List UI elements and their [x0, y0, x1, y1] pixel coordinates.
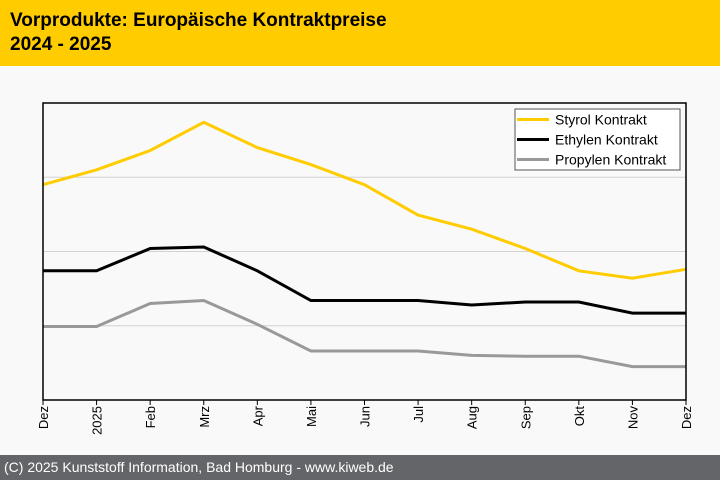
- x-tick-label: Dez: [679, 406, 694, 429]
- x-tick-label: Mai: [304, 406, 319, 427]
- x-tick-label: Aug: [465, 406, 480, 429]
- chart-title-line2: 2024 - 2025: [10, 34, 112, 55]
- x-tick-label: Jun: [358, 406, 373, 427]
- legend: Styrol Kontrakt Ethylen Kontrakt Propylen …: [514, 108, 681, 171]
- chart-header: Vorprodukte: Europäische Kontraktpreise …: [0, 0, 720, 66]
- legend-label-propylen: Propylen Kontrakt: [555, 152, 666, 168]
- x-axis: Dez 2025 Feb Mrz Apr Mai Jun Jul Aug Sep Okt Nov Dez: [36, 400, 694, 435]
- footer: (C) 2025 Kunststoff Information, Bad Hom…: [0, 455, 720, 480]
- chart-title: Vorprodukte: Europäische Kontraktpreise …: [10, 9, 387, 57]
- x-tick-label: Mrz: [197, 406, 212, 428]
- x-tick-label: Sep: [518, 406, 533, 429]
- x-tick-label: Dez: [36, 406, 51, 429]
- x-tick-label: 2025: [90, 406, 105, 435]
- line-chart: Dez 2025 Feb Mrz Apr Mai Jun Jul Aug Sep Okt Nov Dez…: [36, 102, 694, 435]
- legend-label-ethylen: Ethylen Kontrakt: [555, 132, 658, 148]
- copyright-text: (C) 2025 Kunststoff Information, Bad Hom…: [4, 459, 394, 475]
- x-tick-label: Nov: [625, 406, 640, 430]
- x-tick-label: Okt: [572, 406, 587, 427]
- x-tick-label: Feb: [143, 406, 158, 428]
- series-lines: [42, 120, 687, 369]
- legend-label-styrol: Styrol Kontrakt: [555, 112, 647, 128]
- x-tick-label: Jul: [411, 406, 426, 423]
- x-tick-label: Apr: [250, 405, 265, 426]
- chart-title-line1: Vorprodukte: Europäische Kontraktpreise: [10, 10, 387, 31]
